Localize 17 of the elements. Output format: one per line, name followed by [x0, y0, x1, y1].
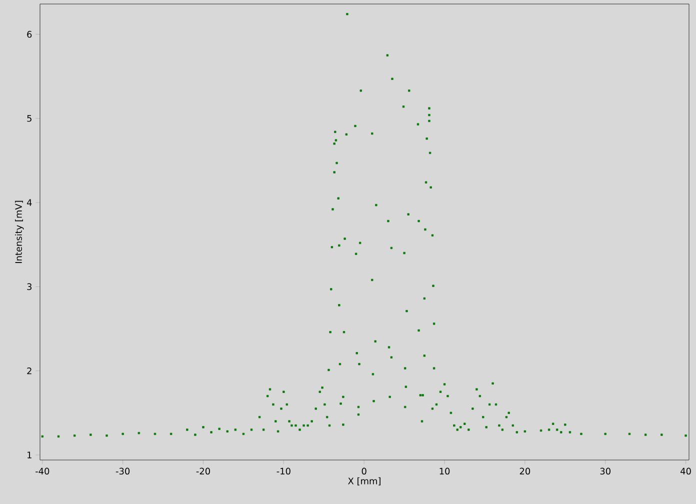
y-tick-label: 4 — [26, 199, 32, 206]
x-tick-label: -20 — [196, 468, 210, 475]
y-tick-label: 6 — [27, 30, 32, 38]
x-tick-label: -10 — [276, 468, 290, 475]
x-tick-label: -30 — [116, 468, 130, 475]
x-tick-label: 0 — [362, 468, 366, 475]
y-tick-label: 3 — [27, 283, 32, 290]
y-tick-label: 2 — [27, 367, 32, 374]
x-tick-label: 30 — [600, 468, 610, 475]
y-tick-label: 5 — [27, 115, 32, 122]
y-axis-title: Intensity [mV] — [14, 200, 24, 263]
x-tick-label: 40 — [680, 468, 691, 475]
x-tick-label: 10 — [440, 468, 450, 475]
y-tick-label: 1 — [28, 452, 32, 458]
x-tick-label: -40 — [36, 468, 50, 475]
x-axis-title: X [mm] — [348, 477, 380, 486]
x-tick-label: 20 — [520, 468, 530, 475]
